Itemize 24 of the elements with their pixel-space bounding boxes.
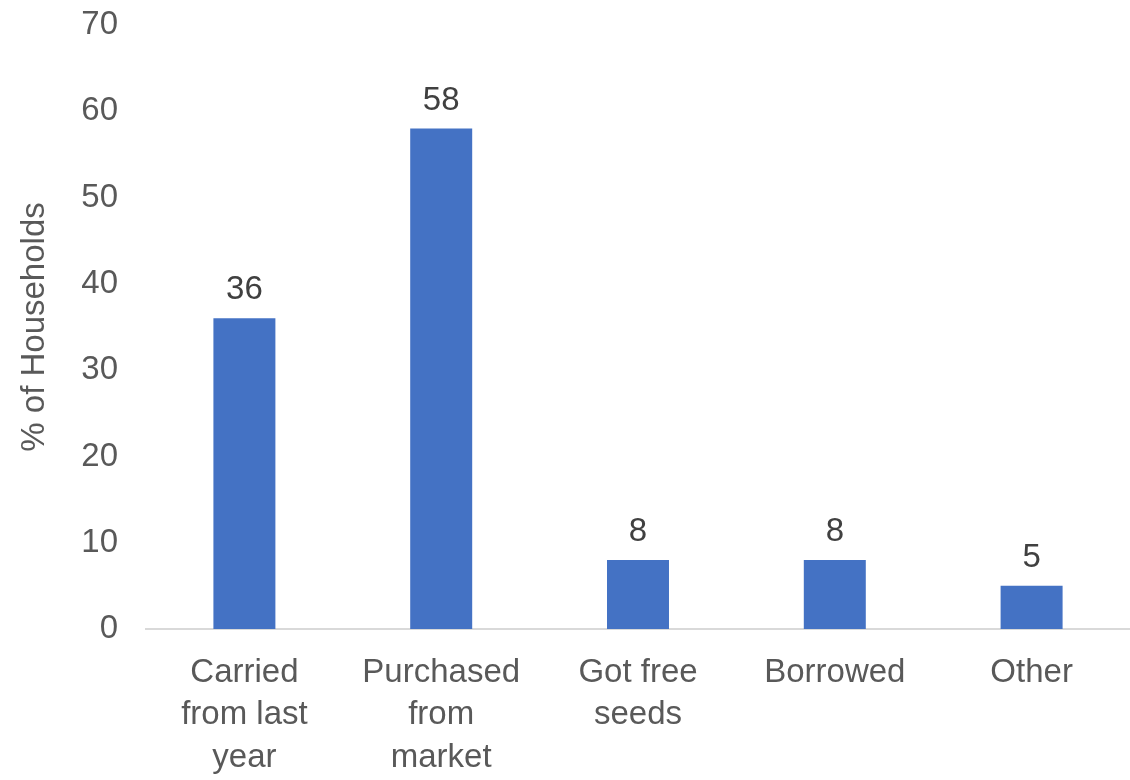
y-tick-label: 20 [81,435,118,473]
x-tick-label: Other [990,651,1073,689]
y-tick-label: 60 [81,90,118,128]
y-tick-label: 50 [81,176,118,214]
bar [803,559,866,629]
data-label: 58 [422,79,460,117]
x-tick-label: Borrowed [764,651,906,689]
y-tick-label: 10 [81,521,118,559]
data-label: 5 [1022,536,1041,574]
data-label: 36 [226,269,263,307]
x-tick-label: Carried from last year [181,651,308,775]
bar [1000,585,1063,629]
x-tick-label: Got free seeds [578,651,698,732]
bar [410,128,473,629]
y-tick-label: 30 [81,349,118,387]
x-tick-label: Purchased from market [362,651,521,775]
data-label: 8 [825,510,844,548]
y-axis-title: % of Households [13,202,51,452]
bar [607,559,669,629]
bar [213,318,276,629]
y-tick-label: 70 [81,4,118,42]
data-label: 8 [628,510,648,548]
y-tick-label: 40 [81,262,118,300]
y-tick-label: 0 [99,608,118,646]
